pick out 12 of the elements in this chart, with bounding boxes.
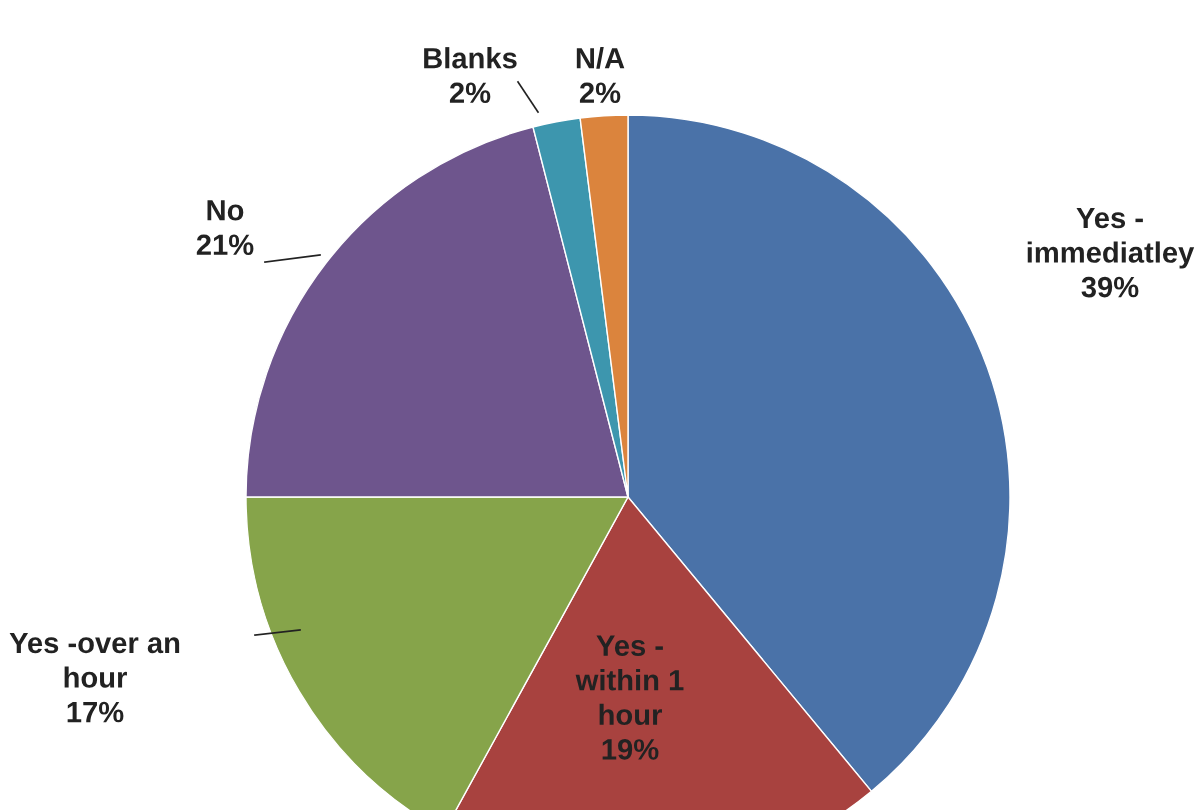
data-label: 21% <box>196 234 254 256</box>
data-label: 2% <box>579 82 621 104</box>
data-label: 2% <box>449 82 491 104</box>
slice-label: No <box>207 200 244 221</box>
data-label: 39% <box>1081 276 1139 298</box>
slice-label: Yes -over an hour <box>9 632 180 688</box>
slice-label: Yes - immediatley <box>1027 207 1195 269</box>
slice-label: Blanks <box>424 47 517 69</box>
slice-label: Yes - within 1 hour <box>575 635 684 726</box>
slice-label: N/A <box>576 47 625 69</box>
data-label: 17% <box>67 701 124 723</box>
data-label: 19% <box>602 739 659 760</box>
